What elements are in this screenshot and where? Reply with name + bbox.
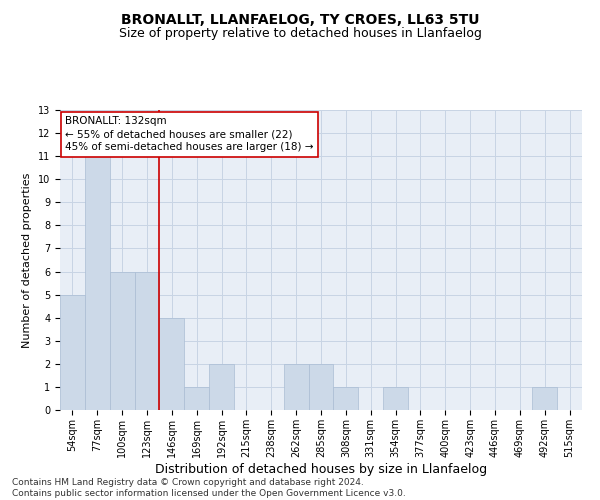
Text: Contains HM Land Registry data © Crown copyright and database right 2024.
Contai: Contains HM Land Registry data © Crown c… <box>12 478 406 498</box>
Bar <box>284 364 308 410</box>
Bar <box>85 156 110 410</box>
Bar <box>308 364 334 410</box>
Bar <box>334 387 358 410</box>
Bar <box>209 364 234 410</box>
Bar <box>160 318 184 410</box>
Bar <box>184 387 209 410</box>
Text: Size of property relative to detached houses in Llanfaelog: Size of property relative to detached ho… <box>119 28 481 40</box>
X-axis label: Distribution of detached houses by size in Llanfaelog: Distribution of detached houses by size … <box>155 462 487 475</box>
Bar <box>110 272 134 410</box>
Bar <box>60 294 85 410</box>
Text: BRONALLT: 132sqm
← 55% of detached houses are smaller (22)
45% of semi-detached : BRONALLT: 132sqm ← 55% of detached house… <box>65 116 314 152</box>
Bar <box>532 387 557 410</box>
Y-axis label: Number of detached properties: Number of detached properties <box>22 172 32 348</box>
Bar <box>134 272 160 410</box>
Bar <box>383 387 408 410</box>
Text: BRONALLT, LLANFAELOG, TY CROES, LL63 5TU: BRONALLT, LLANFAELOG, TY CROES, LL63 5TU <box>121 12 479 26</box>
